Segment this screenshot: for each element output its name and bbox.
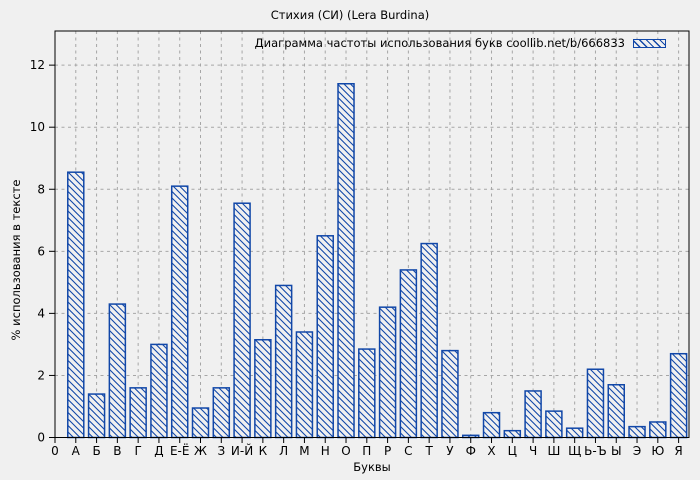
- bar-Г: [129, 387, 147, 439]
- y-tick-label: 0: [37, 431, 45, 445]
- bar-Ц: [503, 429, 522, 439]
- x-tick-label: К: [259, 444, 268, 458]
- bar-Р: [378, 306, 397, 439]
- bar-Ж: [191, 407, 210, 439]
- bar-Ч: [524, 390, 542, 439]
- x-tick-label: П: [362, 444, 371, 458]
- y-axis-title: % использования в тексте: [9, 179, 23, 341]
- x-tick-label: А: [72, 444, 81, 458]
- x-tick-label: Я: [674, 444, 682, 458]
- x-tick-label: У: [446, 444, 454, 458]
- y-tick-label: 10: [30, 120, 45, 134]
- bars: [67, 83, 688, 439]
- x-tick-label: Ы: [611, 444, 622, 458]
- plot-border: [54, 30, 690, 438]
- bar-Т: [420, 242, 438, 439]
- bar-А: [67, 171, 85, 439]
- bar-Д: [150, 343, 168, 439]
- legend-label: Диаграмма частоты использования букв coo…: [254, 36, 625, 50]
- bar-Х: [482, 411, 501, 439]
- y-tick-label: 6: [37, 244, 45, 258]
- bar-З: [212, 387, 231, 439]
- x-tick-label: С: [404, 444, 412, 458]
- bar-Ы: [607, 383, 625, 439]
- bar-О: [337, 83, 355, 439]
- x-tick-label: Ч: [529, 444, 537, 458]
- y-tick-label: 2: [37, 368, 45, 382]
- bar-Л: [274, 284, 293, 439]
- x-tick-label: Н: [321, 444, 330, 458]
- bar-И-Й: [233, 202, 251, 439]
- x-tick-label: Ц: [508, 444, 517, 458]
- bar-Н: [316, 235, 334, 439]
- x-tick-label: Щ: [568, 444, 581, 458]
- bar-Е-Ё: [170, 185, 189, 439]
- x-tick-label: Х: [487, 444, 495, 458]
- bar-У: [441, 349, 459, 439]
- x-tick-label: Л: [279, 444, 288, 458]
- bar-Б: [87, 393, 106, 439]
- y-tick-label: 12: [30, 58, 45, 72]
- x-tick-label: Е-Ё: [170, 443, 190, 458]
- x-axis-title: Буквы: [353, 460, 391, 474]
- x-tick-label: Т: [424, 444, 433, 458]
- x-tick-label: М: [299, 444, 309, 458]
- x-tick-label: 0: [51, 444, 59, 458]
- x-tick-label: И-Й: [231, 443, 253, 458]
- bar-Щ: [565, 427, 584, 439]
- axis-ticks: [49, 64, 680, 443]
- x-tick-label: Ш: [547, 444, 560, 458]
- legend: Диаграмма частоты использования букв coo…: [255, 36, 666, 50]
- x-tick-label: Б: [92, 444, 100, 458]
- y-tick-label: 4: [37, 306, 45, 320]
- bar-С: [399, 269, 418, 439]
- x-tick-label: Ф: [466, 444, 476, 458]
- bar-Ь-Ъ: [586, 368, 605, 439]
- x-tick-label: О: [341, 444, 350, 458]
- x-tick-label: Э: [633, 444, 641, 458]
- bar-М: [295, 331, 314, 439]
- chart-title: Стихия (СИ) (Lera Burdina): [270, 8, 430, 22]
- bar-Ю: [649, 421, 667, 439]
- hatched-bar-swatch-icon: [633, 38, 666, 48]
- x-tick-label: Ж: [194, 444, 207, 458]
- x-tick-label: З: [217, 444, 225, 458]
- bar-К: [254, 339, 272, 439]
- bar-Я: [669, 352, 688, 439]
- x-tick-label: В: [113, 444, 121, 458]
- x-tick-label: Д: [154, 444, 163, 458]
- y-tick-label: 8: [37, 182, 45, 196]
- bar-П: [358, 348, 376, 439]
- bar-Ш: [545, 410, 563, 439]
- x-tick-label: Г: [134, 444, 141, 458]
- x-tick-label: Ь-Ъ: [584, 444, 607, 458]
- x-tick-label: Р: [384, 444, 391, 458]
- x-tick-label: Ю: [651, 444, 664, 458]
- bar-В: [108, 303, 127, 439]
- bar-Э: [628, 425, 646, 439]
